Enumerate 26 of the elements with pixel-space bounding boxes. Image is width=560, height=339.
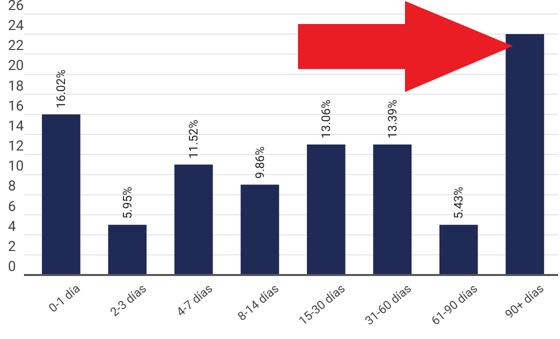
y-tick-label: 12	[8, 138, 24, 155]
y-tick-label: 4	[8, 218, 16, 235]
y-tick-label: 10	[8, 158, 24, 175]
x-tick-label: 8-14 días	[234, 281, 282, 324]
annotation: 16.02%	[54, 69, 68, 108]
y-tick-label: 2	[8, 238, 16, 255]
y-tick-label: 6	[8, 198, 16, 215]
y-tick-label: 16	[8, 98, 24, 114]
x-tick-label: 90+ días	[502, 281, 546, 322]
y-tick-label: 18	[8, 78, 24, 94]
y-tick-label: 26	[8, 0, 24, 14]
x-tick-label: 0-1 día	[46, 281, 83, 316]
annotation: 11.52%	[186, 119, 201, 159]
annotation: 13.06%	[319, 99, 334, 138]
annotation: 5.95%	[120, 186, 134, 219]
y-tick-label: 20	[8, 58, 24, 74]
y-tick-label: 14	[8, 118, 24, 134]
y-tick-label: 8	[8, 178, 16, 195]
x-tick-label: 4-7 días	[174, 281, 216, 320]
y-tick-label: 22	[8, 38, 24, 54]
x-tick-label: 2-3 días	[108, 281, 149, 320]
annotation: 13.39%	[385, 99, 400, 138]
y-tick-label: 24	[8, 18, 24, 34]
y-tick-label: 0	[8, 259, 16, 275]
annotation: 9.86%	[252, 146, 267, 179]
annotation: 5.43%	[452, 186, 466, 219]
